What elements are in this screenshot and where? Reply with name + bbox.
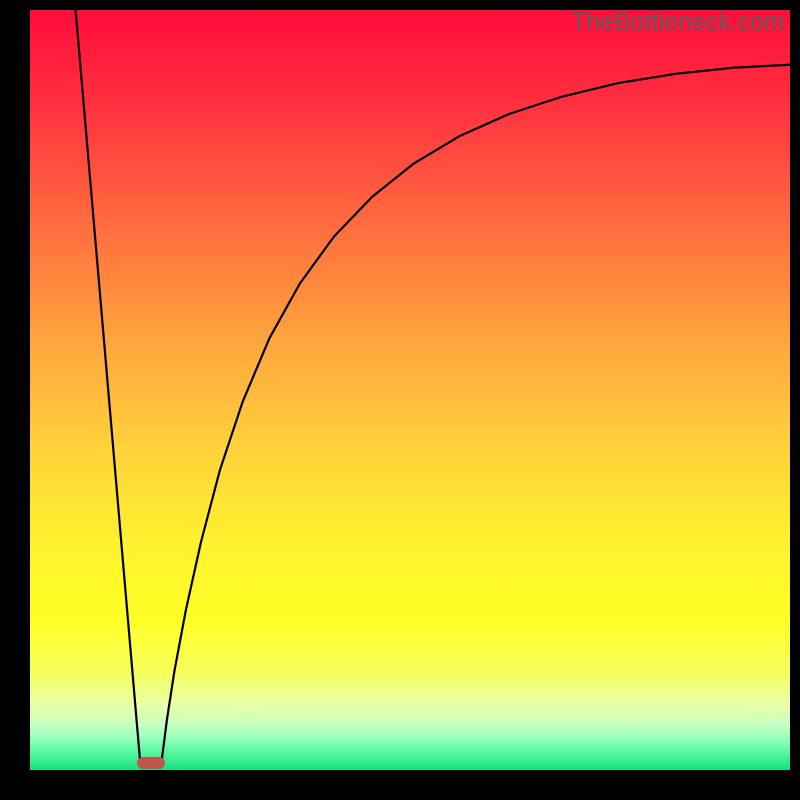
bottleneck-chart: TheBottleneck.com	[0, 0, 800, 800]
watermark-text: TheBottleneck.com	[571, 8, 785, 37]
optimal-point-marker	[137, 757, 164, 769]
left-bottleneck-line	[76, 10, 141, 762]
right-bottleneck-curve	[161, 65, 790, 763]
plot-area	[30, 10, 790, 770]
curves-layer	[30, 10, 790, 770]
